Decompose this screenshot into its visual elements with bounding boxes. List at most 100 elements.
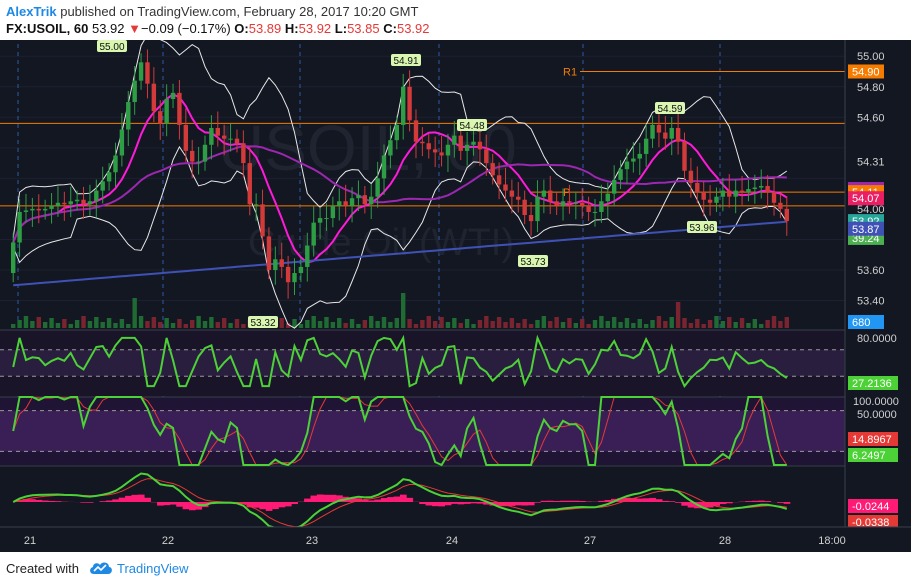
- volume-bar: [279, 318, 284, 328]
- macd-histogram-bar: [764, 501, 772, 502]
- candle-body: [477, 141, 483, 150]
- author-link[interactable]: AlexTrik: [6, 4, 57, 19]
- volume-bar: [675, 302, 681, 328]
- price-label: 680: [852, 317, 870, 329]
- macd-histogram-bar: [540, 500, 548, 502]
- chart-canvas[interactable]: USOIL, 60 Crude Oil (WTI) R1P 55.0054.91…: [0, 33, 911, 552]
- price-label: 39.24: [852, 233, 880, 245]
- high-label: 54.91: [393, 56, 418, 67]
- macd-signal-box: [848, 515, 898, 529]
- tradingview-link[interactable]: TradingView: [117, 561, 189, 576]
- volume-bar: [733, 322, 738, 328]
- macd-histogram-bar: [29, 499, 36, 502]
- volume-bar: [74, 320, 80, 328]
- chart-area[interactable]: USOIL, 60 Crude Oil (WTI) R1 P 55.00 54.91…: [0, 33, 911, 552]
- volume-bar: [503, 322, 508, 328]
- volume-bar: [298, 324, 304, 328]
- candle-body: [10, 242, 16, 274]
- candle-body: [413, 120, 419, 142]
- volume-bar: [337, 318, 342, 328]
- price-tick-label: 54.80: [857, 82, 885, 94]
- price-label: 53.87: [852, 224, 880, 236]
- candle-body: [432, 149, 438, 153]
- symbol-label: FX:USOIL, 60: [6, 21, 89, 36]
- created-with-text: Created with: [6, 561, 79, 576]
- macd-histogram-bar: [713, 502, 720, 506]
- volume-bar: [618, 322, 623, 328]
- candle-body: [241, 143, 246, 164]
- volume-bar: [241, 324, 246, 328]
- pivot-r1-label: R1: [563, 66, 577, 78]
- volume-bar: [669, 317, 674, 328]
- macd-histogram-bar: [41, 500, 49, 502]
- candle-body: [752, 187, 758, 190]
- candle-body: [656, 124, 662, 133]
- macd-histogram-bar: [527, 502, 535, 506]
- low-label: 53.73: [520, 257, 545, 268]
- macd-histogram-bar: [137, 494, 145, 502]
- macd-histogram-bar: [189, 502, 196, 511]
- macd-histogram-bar: [291, 502, 299, 505]
- macd-histogram-bar: [726, 502, 733, 504]
- candle-body: [305, 245, 310, 267]
- volume-bar: [36, 317, 41, 328]
- volume-bar: [650, 320, 655, 328]
- close-value: 53.92: [396, 21, 430, 36]
- candle-body: [592, 211, 598, 213]
- candle-body: [618, 169, 623, 180]
- ma-slow: [13, 220, 787, 287]
- candle-body: [145, 62, 150, 84]
- macd-histogram-bar: [566, 500, 573, 502]
- candle-body: [81, 199, 86, 205]
- macd-histogram-bar: [662, 500, 669, 502]
- candle-body: [765, 186, 770, 193]
- last-price: 53.92: [91, 21, 125, 36]
- volume-bar: [202, 321, 208, 328]
- macd-histogram-bar: [470, 502, 478, 504]
- volume-bar: [535, 320, 540, 328]
- candle-body: [496, 175, 502, 185]
- down-arrow-icon: ▼: [128, 21, 142, 36]
- candle-body: [279, 259, 284, 267]
- lower-band: [12, 145, 788, 329]
- volume-bar: [586, 324, 591, 328]
- volume-bars: [10, 293, 790, 328]
- candle-body: [55, 202, 61, 206]
- candle-body: [707, 199, 713, 203]
- volume-bar: [765, 320, 770, 328]
- macd-histogram-bar: [48, 500, 56, 502]
- candle-body: [535, 196, 540, 222]
- macd-histogram-bar: [483, 502, 490, 505]
- volume-bar: [49, 318, 54, 328]
- macd-histogram-bar: [495, 502, 503, 507]
- volume-bar: [55, 323, 61, 328]
- low-label: 53.96: [689, 223, 714, 234]
- time-tick-label: 18:00: [818, 535, 846, 547]
- ohlc-line: FX:USOIL, 60 53.92 ▼−0.09 (−0.17%) O:53.…: [6, 21, 430, 36]
- candle-body: [567, 201, 572, 203]
- candle-body: [94, 190, 99, 202]
- candle-body: [739, 190, 745, 193]
- volume-bar: [285, 323, 291, 328]
- published-text: published on TradingView.com, February 2…: [60, 4, 419, 19]
- price-label-box: [848, 191, 884, 206]
- header-bar: AlexTrik published on TradingView.com, F…: [0, 0, 911, 40]
- price-label: 54.90: [852, 66, 880, 78]
- price-tick-label: 55.00: [857, 51, 885, 63]
- macd-histogram-bar: [668, 501, 676, 502]
- volume-bar: [23, 316, 29, 328]
- candle-body: [528, 215, 534, 222]
- candle-body: [381, 155, 387, 179]
- volume-bar: [145, 321, 150, 328]
- macd-histogram-bar: [35, 499, 43, 502]
- candle-body: [554, 201, 559, 206]
- volume-bar: [324, 317, 329, 328]
- candle-body: [190, 150, 195, 162]
- macd-histogram-bar: [144, 497, 151, 502]
- volume-bar: [183, 324, 189, 328]
- macd-histogram-bar: [118, 497, 126, 502]
- volume-bar: [119, 319, 125, 328]
- candle-body: [669, 127, 674, 139]
- candle-body: [228, 138, 233, 140]
